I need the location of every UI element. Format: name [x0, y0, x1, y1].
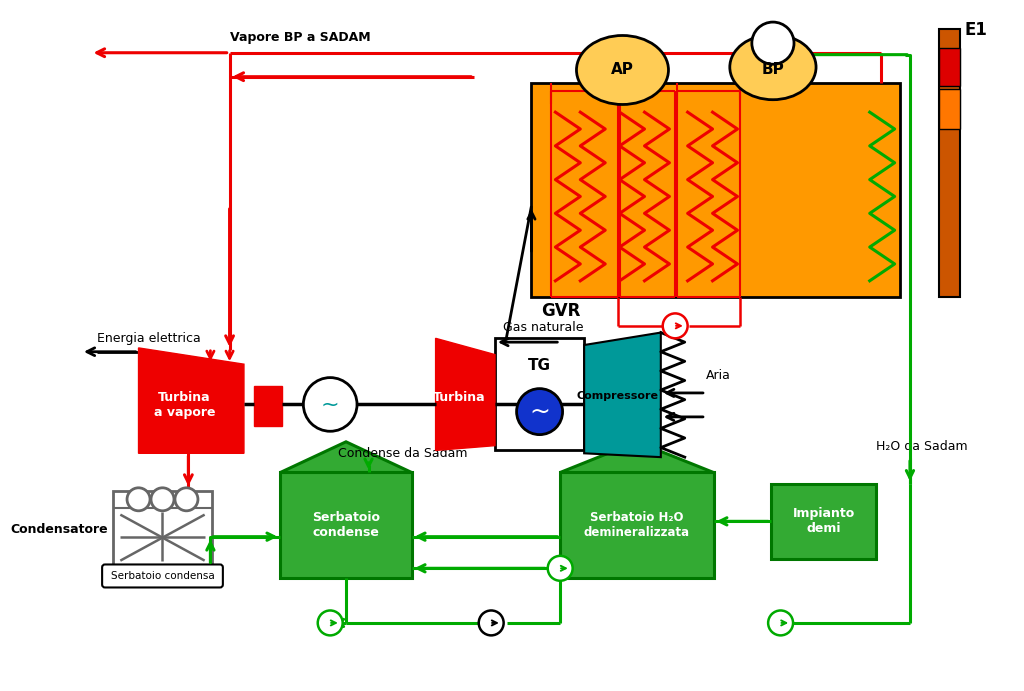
Text: Gas naturale: Gas naturale: [503, 321, 584, 334]
Ellipse shape: [730, 35, 816, 100]
FancyBboxPatch shape: [281, 473, 412, 578]
Text: Serbatoio
condense: Serbatoio condense: [312, 511, 380, 539]
Circle shape: [127, 488, 151, 511]
Ellipse shape: [752, 22, 794, 64]
Text: Energia elettrica: Energia elettrica: [97, 332, 201, 345]
Text: Serbatoio condensa: Serbatoio condensa: [111, 571, 214, 581]
FancyBboxPatch shape: [531, 84, 900, 297]
FancyBboxPatch shape: [771, 484, 877, 559]
Text: Compressore: Compressore: [577, 391, 658, 401]
FancyBboxPatch shape: [560, 473, 714, 578]
Text: E1: E1: [965, 21, 987, 39]
FancyBboxPatch shape: [113, 491, 212, 565]
Ellipse shape: [577, 35, 669, 104]
Text: Vapore BP a SADAM: Vapore BP a SADAM: [229, 31, 371, 44]
Text: Serbatoio H₂O
demineralizzata: Serbatoio H₂O demineralizzata: [584, 511, 690, 539]
FancyBboxPatch shape: [102, 565, 223, 587]
FancyBboxPatch shape: [939, 89, 959, 129]
Text: ~: ~: [321, 395, 340, 415]
Circle shape: [516, 388, 562, 435]
Polygon shape: [584, 332, 660, 457]
FancyBboxPatch shape: [939, 29, 959, 297]
Circle shape: [151, 488, 174, 511]
Text: GVR: GVR: [541, 302, 581, 320]
FancyBboxPatch shape: [939, 48, 959, 86]
Text: H₂O da Sadam: H₂O da Sadam: [877, 440, 968, 453]
Polygon shape: [281, 442, 412, 473]
Polygon shape: [560, 442, 714, 473]
Circle shape: [303, 377, 357, 431]
Circle shape: [175, 488, 198, 511]
Text: Turbina
a vapore: Turbina a vapore: [154, 391, 215, 419]
Text: AP: AP: [611, 62, 634, 77]
Circle shape: [479, 610, 504, 636]
Circle shape: [317, 610, 343, 636]
Text: Condensatore: Condensatore: [10, 523, 108, 536]
FancyBboxPatch shape: [495, 339, 584, 451]
FancyBboxPatch shape: [254, 386, 283, 426]
Text: Condense da Sadam: Condense da Sadam: [338, 447, 467, 460]
Polygon shape: [138, 348, 244, 453]
Text: TG: TG: [528, 358, 551, 372]
Text: Aria: Aria: [706, 368, 731, 381]
Circle shape: [548, 556, 572, 580]
Text: ~: ~: [529, 399, 550, 424]
Text: Impianto
demi: Impianto demi: [793, 507, 855, 536]
Text: Turbina: Turbina: [433, 391, 485, 404]
Polygon shape: [435, 339, 495, 451]
Circle shape: [768, 610, 793, 636]
Text: BP: BP: [762, 62, 784, 77]
Circle shape: [663, 314, 688, 339]
